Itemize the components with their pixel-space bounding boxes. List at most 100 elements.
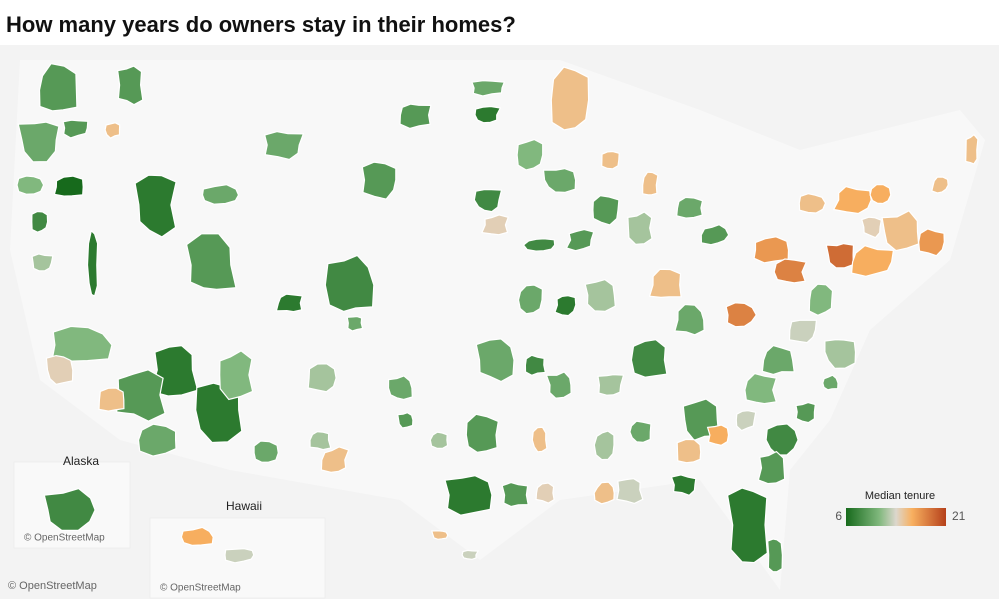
metro-region[interactable]	[931, 176, 949, 194]
metro-region[interactable]	[53, 175, 84, 197]
metro-region[interactable]	[475, 338, 515, 383]
metro-region[interactable]	[516, 138, 544, 171]
metro-region[interactable]	[642, 171, 659, 196]
metro-region[interactable]	[753, 236, 790, 264]
metro-region[interactable]	[670, 474, 697, 496]
metro-region[interactable]	[542, 167, 577, 194]
metro-region[interactable]	[501, 481, 529, 508]
metro-region[interactable]	[117, 65, 144, 106]
metro-region[interactable]	[387, 375, 413, 401]
inset-label: Alaska	[63, 454, 99, 468]
metro-region[interactable]	[965, 133, 979, 165]
metro-region[interactable]	[593, 430, 615, 461]
metro-region[interactable]	[725, 302, 758, 328]
metro-region[interactable]	[307, 363, 337, 393]
metro-region[interactable]	[597, 373, 625, 396]
metro-region[interactable]	[397, 412, 414, 429]
metro-region[interactable]	[429, 431, 449, 450]
metro-region[interactable]	[629, 420, 652, 443]
metro-region[interactable]	[31, 253, 54, 272]
metro-region[interactable]	[253, 440, 279, 463]
metro-region[interactable]	[346, 315, 364, 332]
metro-region[interactable]	[201, 184, 240, 205]
metro-region[interactable]	[822, 374, 839, 391]
metro-region[interactable]	[517, 284, 544, 315]
metro-region[interactable]	[104, 122, 121, 139]
metro-region[interactable]	[700, 224, 730, 246]
metro-region[interactable]	[51, 325, 113, 362]
metro-region[interactable]	[798, 193, 827, 214]
metro-region[interactable]	[431, 530, 449, 540]
metro-region[interactable]	[808, 283, 834, 316]
metro-region[interactable]	[62, 119, 89, 139]
metro-region[interactable]	[735, 410, 757, 432]
metro-region[interactable]	[16, 175, 45, 195]
metro-region[interactable]	[726, 487, 768, 564]
metro-region[interactable]	[630, 339, 668, 378]
metro-region[interactable]	[767, 538, 784, 573]
metro-region[interactable]	[31, 210, 49, 233]
metro-region[interactable]	[444, 475, 493, 516]
metro-region[interactable]	[676, 196, 704, 219]
metro-region[interactable]	[795, 401, 816, 424]
metro-region[interactable]	[86, 229, 99, 297]
metro-region[interactable]	[861, 216, 882, 239]
metro-region[interactable]	[45, 354, 74, 385]
metro-region[interactable]	[481, 214, 509, 236]
metro-region[interactable]	[399, 103, 432, 130]
metro-region[interactable]	[773, 258, 808, 284]
metro-region[interactable]	[224, 548, 255, 564]
metro-region[interactable]	[674, 303, 705, 336]
metro-region[interactable]	[535, 482, 555, 504]
metro-region[interactable]	[524, 354, 547, 376]
metro-region[interactable]	[601, 150, 620, 170]
metro-region[interactable]	[627, 211, 653, 245]
metro-region[interactable]	[465, 413, 499, 453]
metro-region[interactable]	[550, 66, 590, 131]
metro-region[interactable]	[592, 195, 620, 226]
metro-region[interactable]	[461, 549, 480, 560]
metro-region[interactable]	[137, 423, 177, 457]
metro-region[interactable]	[134, 174, 177, 238]
metro-region[interactable]	[263, 130, 305, 161]
metro-region[interactable]	[824, 338, 857, 369]
metro-region[interactable]	[43, 487, 96, 532]
metro-region[interactable]	[869, 184, 892, 205]
metro-region[interactable]	[471, 79, 506, 97]
metro-region[interactable]	[180, 526, 214, 547]
metro-region[interactable]	[706, 424, 730, 446]
metro-region[interactable]	[554, 295, 577, 317]
metro-region[interactable]	[522, 238, 556, 252]
metro-region[interactable]	[584, 278, 616, 312]
metro-region[interactable]	[788, 319, 818, 344]
metro-region[interactable]	[474, 105, 502, 124]
metro-region[interactable]	[676, 438, 702, 464]
metro-region[interactable]	[593, 481, 615, 505]
metro-region[interactable]	[531, 426, 548, 453]
metro-region[interactable]	[545, 371, 572, 399]
metro-region[interactable]	[361, 161, 397, 200]
metro-region[interactable]	[616, 478, 644, 505]
metro-region[interactable]	[918, 228, 945, 257]
metro-region[interactable]	[757, 450, 786, 485]
metro-region[interactable]	[309, 430, 332, 451]
metro-region[interactable]	[320, 446, 350, 473]
metro-region[interactable]	[765, 423, 799, 456]
metro-region[interactable]	[275, 293, 304, 313]
metro-region[interactable]	[324, 254, 375, 313]
metro-region[interactable]	[761, 344, 795, 376]
metro-region[interactable]	[825, 242, 855, 269]
metro-region[interactable]	[881, 210, 920, 252]
metro-region[interactable]	[473, 188, 503, 213]
metro-region[interactable]	[850, 245, 895, 277]
metro-region[interactable]	[185, 232, 237, 290]
metro-region[interactable]	[219, 350, 254, 401]
metro-region[interactable]	[744, 372, 778, 405]
metro-region[interactable]	[565, 228, 595, 252]
metro-region[interactable]	[648, 268, 682, 299]
metro-region[interactable]	[38, 62, 78, 112]
metro-region[interactable]	[17, 121, 60, 163]
metro-region[interactable]	[832, 185, 872, 215]
metro-region[interactable]	[98, 387, 125, 412]
